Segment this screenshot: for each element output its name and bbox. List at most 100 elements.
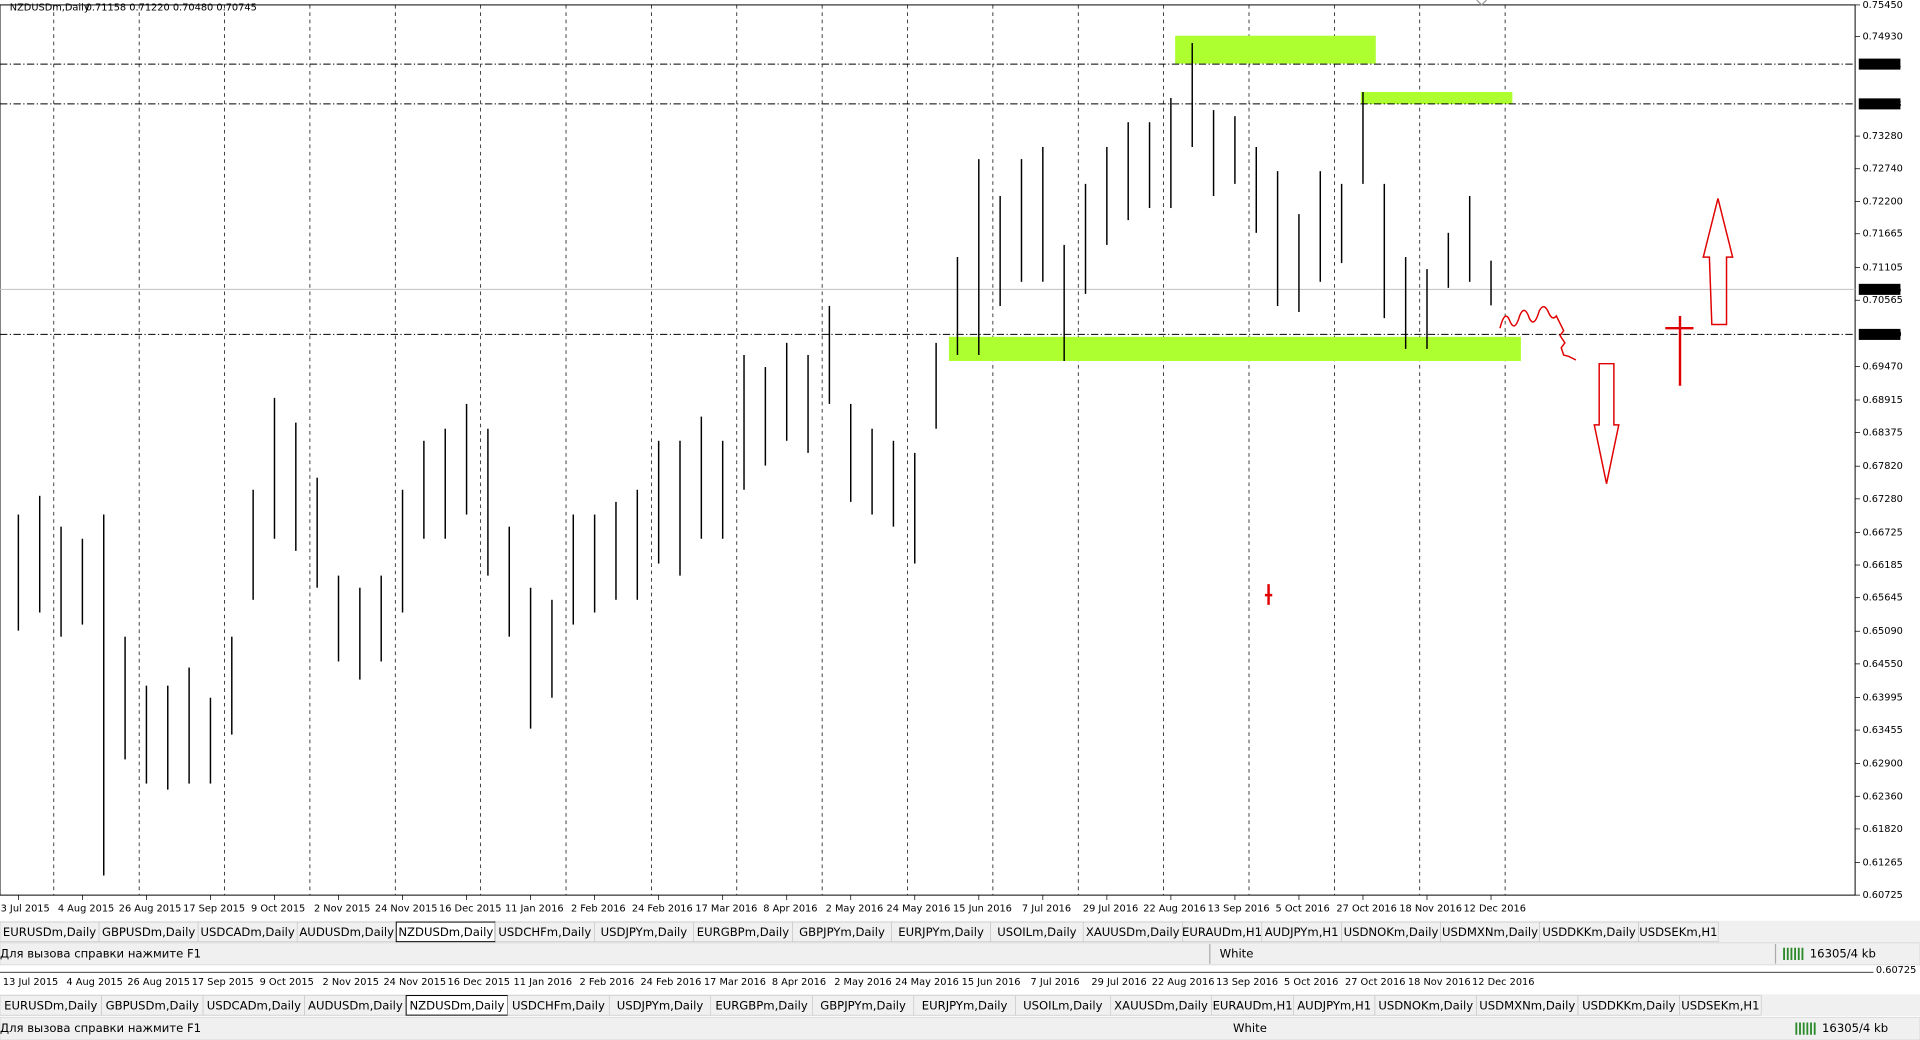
level-label: 0.74471 — [1861, 59, 1901, 70]
y-tick-label: 0.66725 — [1862, 527, 1902, 538]
y-tick-label: 0.73280 — [1862, 131, 1902, 142]
scroll-marker — [1476, 0, 1487, 6]
tab-label[interactable]: GBPUSDm,Daily — [106, 998, 199, 1012]
status-profile-2: White — [1233, 1021, 1267, 1035]
y-tick-label: 0.75450 — [1862, 0, 1902, 11]
tab-label[interactable]: XAUUSDm,Daily — [1086, 925, 1180, 939]
tab-label[interactable]: AUDJPYm,H1 — [1265, 925, 1339, 939]
x-tick-label: 13 Sep 2016 — [1208, 904, 1270, 915]
y-tick-label: 0.67820 — [1862, 461, 1902, 472]
x-tick-label-2: 22 Aug 2016 — [1152, 977, 1215, 988]
x-tick-label-2: 24 Feb 2016 — [640, 977, 701, 988]
tab-label[interactable]: GBPJPYm,Daily — [799, 925, 885, 939]
tab-label[interactable]: USDJPYm,Daily — [601, 925, 688, 939]
y-tick-label: 0.68915 — [1862, 395, 1902, 406]
zone — [1360, 91, 1513, 105]
tab-label[interactable]: USDSEKm,H1 — [1681, 998, 1759, 1012]
y-tick-label: 0.63995 — [1862, 692, 1902, 703]
tab-label[interactable]: USDNOKm,Daily — [1378, 998, 1473, 1012]
tab-label[interactable]: USOILm,Daily — [1023, 998, 1102, 1012]
zone — [948, 336, 1521, 361]
level-box — [1858, 98, 1901, 110]
x-tick-label-2: 12 Dec 2016 — [1472, 977, 1534, 988]
x-tick-label: 29 Jul 2016 — [1083, 904, 1138, 915]
tab-label[interactable]: EURAUDm,H1 — [1213, 998, 1293, 1012]
symbol: NZDUSDm,Daily — [10, 2, 90, 13]
tab-label[interactable]: EURUSDm,Daily — [3, 925, 96, 939]
tab-label[interactable]: USDCHFm,Daily — [512, 998, 605, 1012]
x-tick-label-2: 8 Apr 2016 — [772, 977, 826, 988]
status-help: Для вызова справки нажмите F1 — [0, 946, 201, 960]
x-tick-label: 16 Dec 2015 — [439, 904, 502, 915]
tab-label[interactable]: AUDJPYm,H1 — [1297, 998, 1371, 1012]
x-tick-label-2: 17 Sep 2015 — [192, 977, 254, 988]
tab-label[interactable]: EURAUDm,H1 — [1182, 925, 1262, 939]
x-tick-label-2: 2 Feb 2016 — [580, 977, 635, 988]
tab[interactable] — [1679, 995, 1762, 1016]
scribble — [1499, 306, 1577, 361]
tab-label[interactable]: USDNOKm,Daily — [1344, 925, 1439, 939]
x-tick-label-2: 26 Aug 2015 — [127, 977, 190, 988]
y-tick-label: 0.71665 — [1862, 229, 1902, 240]
plot — [0, 4, 1856, 896]
tab-label[interactable]: USOILm,Daily — [997, 925, 1076, 939]
tab-label[interactable]: USDDKKm,Daily — [1582, 998, 1676, 1012]
level-label: 0.70745 — [1861, 284, 1901, 295]
x-tick-label-2: 24 Nov 2015 — [383, 977, 446, 988]
tab-label[interactable]: XAUUSDm,Daily — [1114, 998, 1208, 1012]
x-tick-label-2: 29 Jul 2016 — [1091, 977, 1146, 988]
tab-label[interactable]: USDDKKm,Daily — [1542, 925, 1636, 939]
tab-label[interactable]: EURJPYm,Daily — [922, 998, 1008, 1012]
level-box — [1858, 58, 1901, 70]
y-tick-label: 0.72200 — [1862, 196, 1902, 207]
level-box — [1858, 283, 1901, 295]
cross — [1665, 315, 1694, 386]
x-tick-label-2: 7 Jul 2016 — [1030, 977, 1079, 988]
x-tick-label: 17 Mar 2016 — [695, 904, 757, 915]
x-tick-label: 24 May 2016 — [887, 904, 951, 915]
x-tick-label: 22 Aug 2016 — [1143, 904, 1206, 915]
status-traffic: 16305/4 kb — [1810, 946, 1876, 960]
tab-label[interactable]: USDCADm,Daily — [207, 998, 301, 1012]
x-tick-label-2: 27 Oct 2016 — [1345, 977, 1405, 988]
y-tick-label: 0.72740 — [1862, 164, 1902, 175]
tab-label[interactable]: USDJPYm,Daily — [617, 998, 704, 1012]
tab-label[interactable]: USDCADm,Daily — [201, 925, 295, 939]
tabs: EURUSDm,Daily GBPUSDm,Daily USDCADm,Daily A… — [0, 921, 1719, 943]
tab-label[interactable]: USDSEKm,H1 — [1639, 925, 1717, 939]
tab-label[interactable]: EURGBPm,Daily — [697, 925, 789, 939]
up-arrow — [1702, 198, 1734, 326]
tab-label[interactable]: USDMXNm,Daily — [1479, 998, 1575, 1012]
status-profile: White — [1220, 946, 1254, 960]
x-tick-label: 11 Jan 2016 — [505, 904, 564, 915]
tab-label[interactable]: NZDUSDm,Daily — [398, 925, 493, 939]
tab-label[interactable]: GBPUSDm,Daily — [102, 925, 195, 939]
tab-label[interactable]: USDMXNm,Daily — [1442, 925, 1538, 939]
x-tick-label: 26 Aug 2015 — [119, 904, 182, 915]
x-tick-label: 27 Oct 2016 — [1336, 904, 1396, 915]
tab-label[interactable]: EURJPYm,Daily — [898, 925, 984, 939]
tab-label[interactable]: GBPJPYm,Daily — [820, 998, 906, 1012]
x-tick-label-2: 18 Nov 2016 — [1408, 977, 1471, 988]
y-tick-label: 0.68375 — [1862, 428, 1902, 439]
level-label: 0.73813 — [1861, 99, 1901, 110]
level-label: 0.70000 — [1861, 329, 1901, 340]
x-tick-label: 9 Oct 2015 — [251, 904, 305, 915]
tab-label[interactable]: USDCHFm,Daily — [498, 925, 591, 939]
tab-label[interactable]: AUDUSDm,Daily — [308, 998, 403, 1012]
tab-label[interactable]: NZDUSDm,Daily — [409, 998, 504, 1012]
level-box — [1858, 328, 1901, 340]
tab-label[interactable]: EURGBPm,Daily — [715, 998, 807, 1012]
x-tick-label-2: 16 Dec 2015 — [448, 977, 511, 988]
tab-label[interactable]: AUDUSDm,Daily — [299, 925, 394, 939]
y-tick-label: 0.66185 — [1862, 560, 1902, 571]
status-traffic-2: 16305/4 kb — [1822, 1021, 1888, 1035]
x-tick-label: 24 Feb 2016 — [632, 904, 693, 915]
tab-label[interactable]: EURUSDm,Daily — [4, 998, 97, 1012]
x-tick-label: 2 May 2016 — [826, 904, 884, 915]
traffic-icon — [1783, 947, 1804, 961]
tab[interactable] — [1638, 921, 1719, 942]
